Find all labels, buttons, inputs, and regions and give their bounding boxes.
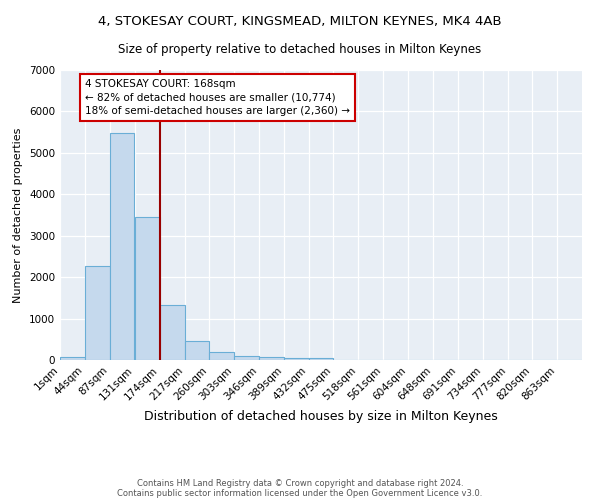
Bar — [160, 305, 185, 360]
Bar — [135, 218, 160, 360]
Text: 4, STOKESAY COURT, KINGSMEAD, MILTON KEYNES, MK4 4AB: 4, STOKESAY COURT, KINGSMEAD, MILTON KEY… — [98, 15, 502, 28]
Bar — [85, 266, 110, 360]
Bar — [185, 341, 209, 360]
Bar — [259, 358, 284, 360]
X-axis label: Distribution of detached houses by size in Milton Keynes: Distribution of detached houses by size … — [144, 410, 498, 423]
Bar — [110, 133, 134, 360]
Bar — [60, 357, 85, 360]
Text: Contains HM Land Registry data © Crown copyright and database right 2024.: Contains HM Land Registry data © Crown c… — [137, 478, 463, 488]
Text: 4 STOKESAY COURT: 168sqm
← 82% of detached houses are smaller (10,774)
18% of se: 4 STOKESAY COURT: 168sqm ← 82% of detach… — [85, 79, 350, 116]
Bar — [234, 356, 259, 360]
Bar — [209, 352, 234, 360]
Text: Size of property relative to detached houses in Milton Keynes: Size of property relative to detached ho… — [118, 42, 482, 56]
Bar — [308, 358, 334, 360]
Y-axis label: Number of detached properties: Number of detached properties — [13, 128, 23, 302]
Bar — [284, 358, 308, 360]
Text: Contains public sector information licensed under the Open Government Licence v3: Contains public sector information licen… — [118, 488, 482, 498]
